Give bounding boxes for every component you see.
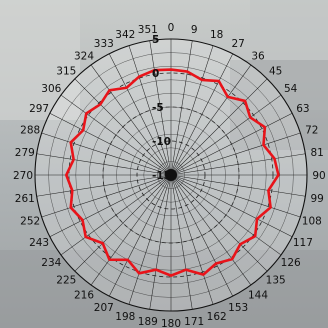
theta-tick-label: 207	[94, 302, 114, 314]
theta-tick-label: 90	[312, 170, 325, 182]
theta-grid-spoke	[170, 174, 301, 218]
theta-grid-spoke	[170, 53, 233, 176]
theta-grid-spoke	[90, 64, 172, 176]
theta-tick-label: 198	[115, 311, 135, 323]
theta-tick-label: 9	[191, 24, 198, 36]
r-tick-label: -10	[152, 136, 171, 148]
theta-tick-label: 54	[284, 83, 298, 95]
theta-tick-label: 225	[56, 275, 76, 287]
theta-grid-spoke	[109, 53, 172, 176]
theta-tick-label: 252	[20, 216, 40, 228]
theta-grid-spoke	[36, 153, 172, 176]
theta-tick-label: 216	[74, 290, 94, 302]
r-tick-label: -15	[152, 170, 171, 182]
theta-grid-spoke	[41, 174, 172, 218]
theta-grid-spoke	[170, 113, 293, 176]
theta-grid-spoke	[170, 153, 306, 176]
theta-grid-spoke	[170, 174, 252, 286]
theta-tick-label: 270	[13, 170, 33, 182]
theta-tick-label: 351	[138, 24, 158, 36]
theta-tick-label: 297	[29, 103, 49, 115]
theta-grid-spoke	[128, 45, 172, 176]
theta-tick-label: 243	[29, 237, 49, 249]
theta-tick-label: 306	[41, 83, 61, 95]
theta-grid-spoke	[49, 113, 172, 176]
theta-tick-label: 162	[207, 311, 227, 323]
theta-tick-label: 108	[302, 216, 322, 228]
theta-tick-label: 279	[15, 147, 35, 159]
theta-tick-label: 63	[296, 103, 309, 115]
theta-tick-label: 180	[161, 318, 181, 328]
theta-tick-label: 342	[115, 29, 135, 41]
theta-tick-label: 135	[266, 275, 286, 287]
theta-grid-spoke	[36, 174, 172, 197]
theta-tick-label: 72	[305, 124, 318, 136]
series-line	[64, 68, 280, 277]
theta-tick-label: 171	[184, 316, 204, 328]
theta-tick-label: 153	[228, 302, 248, 314]
plot-border	[34, 38, 308, 312]
theta-tick-label: 27	[232, 38, 245, 50]
theta-tick-label: 288	[20, 124, 40, 136]
theta-tick-label: 18	[210, 29, 223, 41]
theta-grid-spoke	[149, 174, 172, 310]
theta-grid-spoke	[170, 174, 193, 310]
theta-grid-spoke	[128, 174, 172, 305]
theta-grid-spoke	[170, 174, 233, 297]
theta-grid-spoke	[170, 64, 252, 176]
theta-tick-label: 333	[94, 38, 114, 50]
theta-grid-spoke	[74, 78, 172, 176]
theta-grid-spoke	[170, 45, 214, 176]
theta-grid-spoke	[170, 174, 306, 197]
theta-grid-spoke	[170, 78, 268, 176]
theta-tick-label: 144	[248, 290, 268, 302]
r-tick-label: 0	[152, 68, 159, 80]
theta-grid-spoke	[149, 40, 172, 176]
theta-tick-label: 324	[74, 50, 94, 62]
theta-grid-spoke	[60, 174, 172, 256]
theta-grid-spoke	[41, 132, 172, 176]
r-tick-label: 5	[152, 34, 159, 46]
theta-tick-label: 99	[311, 193, 324, 205]
theta-grid-spoke	[74, 174, 172, 272]
theta-tick-label: 81	[311, 147, 324, 159]
theta-tick-label: 261	[15, 193, 35, 205]
r-tick-label: -5	[152, 102, 164, 114]
theta-grid-spoke	[170, 174, 282, 256]
theta-grid-spoke	[60, 94, 172, 176]
center-hub	[165, 169, 177, 181]
theta-tick-label: 315	[56, 65, 76, 77]
theta-tick-label: 45	[269, 65, 282, 77]
theta-tick-label: 234	[41, 257, 61, 269]
theta-grid-spoke	[170, 174, 214, 305]
theta-tick-label: 126	[281, 257, 301, 269]
theta-grid-spoke	[170, 94, 282, 176]
theta-grid-spoke	[109, 174, 172, 297]
theta-grid-spoke	[49, 174, 172, 237]
theta-grid-spoke	[170, 174, 268, 272]
theta-grid-spoke	[170, 174, 293, 237]
theta-grid-spoke	[170, 132, 301, 176]
theta-tick-label: 117	[293, 237, 313, 249]
theta-grid-spoke	[170, 40, 193, 176]
theta-tick-label: 0	[168, 22, 175, 34]
theta-grid-spoke	[90, 174, 172, 286]
theta-tick-label: 189	[138, 316, 158, 328]
theta-tick-label: 36	[251, 50, 265, 62]
